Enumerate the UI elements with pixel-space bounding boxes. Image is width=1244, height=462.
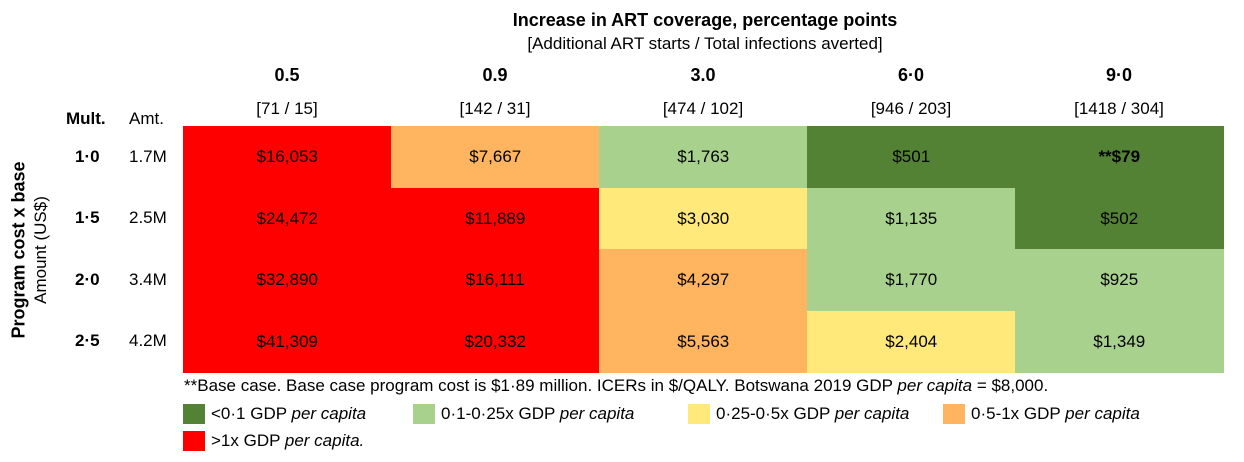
header-subtitle: [Additional ART starts / Total infection… xyxy=(527,34,883,53)
heatmap-cell: $3,030 xyxy=(599,187,808,250)
column-counts: [71 / 15] xyxy=(256,99,318,118)
legend-label: 0·5-1x GDP per capita xyxy=(971,404,1140,424)
row-amount: 1.7M xyxy=(129,146,167,166)
heatmap-cell: $5,563 xyxy=(599,310,808,373)
heatmap-cell: $7,667 xyxy=(391,126,600,188)
heatmap-cell: $20,332 xyxy=(391,310,600,373)
heatmap-cell: $41,309 xyxy=(183,310,392,373)
legend-swatch xyxy=(183,431,205,451)
legend-label-part: per capita xyxy=(1065,404,1140,423)
legend-label-part: per capita xyxy=(291,404,367,423)
heatmap-cell: **$79 xyxy=(1015,126,1224,188)
header-title: Increase in ART coverage, percentage poi… xyxy=(512,10,898,30)
column-value: 0.9 xyxy=(482,65,508,85)
axis-subtitle: Amount (US$) xyxy=(31,196,50,304)
axis-title: Program cost x base xyxy=(8,161,29,339)
legend-label-part: >1x GDP xyxy=(211,431,285,450)
footnote-part: = $8,000. xyxy=(972,376,1049,395)
column-value: 0.5 xyxy=(274,65,300,85)
column-counts: [142 / 31] xyxy=(459,99,531,118)
row-amount: 4.2M xyxy=(129,331,167,351)
footnote: **Base case. Base case program cost is $… xyxy=(184,376,1048,396)
legend-label-part: 0·25-0·5x GDP xyxy=(716,404,835,423)
footnote-part: **Base case. Base case program cost is $… xyxy=(184,376,898,395)
heatmap-cell: $32,890 xyxy=(183,249,392,311)
mult-header: Mult. xyxy=(66,109,106,128)
legend-label-part: 0·1-0·25x GDP xyxy=(441,404,560,423)
column-counts: [1418 / 304] xyxy=(1074,99,1164,118)
row-amount: 2.5M xyxy=(129,208,167,228)
legend-label-part: per capita xyxy=(559,404,635,423)
column-counts: [474 / 102] xyxy=(662,99,744,118)
heatmap-cell: $11,889 xyxy=(391,187,600,250)
heatmap-cell: $502 xyxy=(1015,187,1224,250)
heatmap-cell: $16,111 xyxy=(391,249,600,311)
heatmap-cell: $16,053 xyxy=(183,126,392,188)
legend-label-part: 0·5-1x GDP xyxy=(971,404,1066,423)
column-value: 3.0 xyxy=(690,65,716,85)
heatmap-cell: $501 xyxy=(807,126,1016,188)
heatmap-cell: $1,770 xyxy=(807,249,1016,311)
row-amount: 3.4M xyxy=(129,269,167,289)
row-mult: 2·0 xyxy=(75,269,100,289)
legend-label: >1x GDP per capita. xyxy=(211,431,364,451)
legend-label: <0·1 GDP per capita xyxy=(211,404,366,424)
heatmap-cell: $1,135 xyxy=(807,187,1016,250)
legend-swatch xyxy=(183,404,205,424)
column-counts: [946 / 203] xyxy=(870,99,952,118)
heatmap-cell: $925 xyxy=(1015,249,1224,311)
legend-swatch xyxy=(688,404,710,424)
footnote-part: per capita xyxy=(897,376,973,395)
column-value: 6·0 xyxy=(897,65,925,85)
heatmap-cell: $1,763 xyxy=(599,126,808,188)
legend-label: 0·25-0·5x GDP per capita xyxy=(716,404,909,424)
heatmap-cell: $24,472 xyxy=(183,187,392,250)
heatmap-cell: $4,297 xyxy=(599,249,808,311)
column-value: 9·0 xyxy=(1105,65,1133,85)
heatmap-cell: $2,404 xyxy=(807,310,1016,373)
row-mult: 1·5 xyxy=(75,208,100,228)
amount-header: Amt. xyxy=(129,109,164,128)
legend-label: 0·1-0·25x GDP per capita xyxy=(441,404,634,424)
row-mult: 2·5 xyxy=(75,331,100,351)
legend-label-part: per capita xyxy=(834,404,910,423)
row-mult: 1·0 xyxy=(75,146,100,166)
heatmap-cell: $1,349 xyxy=(1015,310,1224,373)
legend-swatch xyxy=(413,404,435,424)
legend-swatch xyxy=(943,404,965,424)
legend-label-part: <0·1 GDP xyxy=(211,404,292,423)
legend-label-part: per capita. xyxy=(284,431,365,450)
